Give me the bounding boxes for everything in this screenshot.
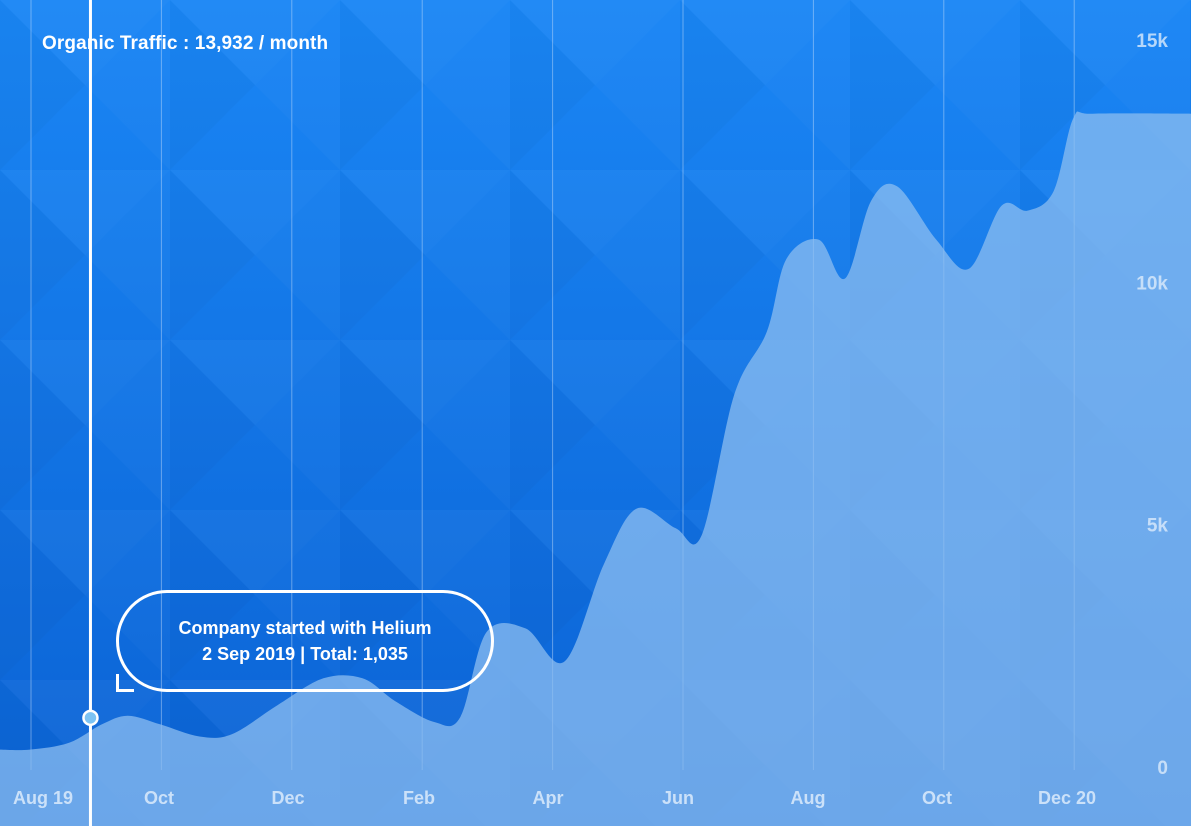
callout-title: Company started with Helium — [178, 618, 432, 638]
x-tick-label: Feb — [403, 788, 435, 808]
x-axis-labels: Aug 19 Oct Dec Feb Apr Jun Aug Oct Dec 20 — [13, 788, 1096, 808]
y-tick-label: 10k — [1136, 273, 1168, 294]
x-tick-label: Apr — [533, 788, 564, 808]
area-layer — [0, 111, 1191, 826]
callout-detail: 2 Sep 2019 | Total: 1,035 — [202, 644, 408, 664]
milestone-point — [82, 709, 99, 727]
x-tick-label: Oct — [144, 788, 174, 808]
callout-corner-bracket — [116, 674, 134, 692]
x-tick-label: Dec — [271, 788, 304, 808]
x-tick-label: Dec 20 — [1038, 788, 1096, 808]
y-tick-label: 15k — [1136, 31, 1168, 52]
y-axis-labels: 0 5k 10k 15k — [1136, 31, 1168, 779]
x-tick-label: Oct — [922, 788, 952, 808]
y-tick-label: 0 — [1157, 758, 1168, 779]
y-tick-label: 5k — [1147, 516, 1169, 537]
traffic-area — [0, 111, 1191, 826]
milestone-callout: Company started with Helium 2 Sep 2019 |… — [116, 590, 494, 692]
marker-layer — [82, 0, 99, 826]
x-tick-label: Aug — [791, 788, 826, 808]
chart-headline: Organic Traffic : 13,932 / month — [42, 33, 329, 54]
x-tick-label: Aug 19 — [13, 788, 73, 808]
x-tick-label: Jun — [662, 788, 694, 808]
